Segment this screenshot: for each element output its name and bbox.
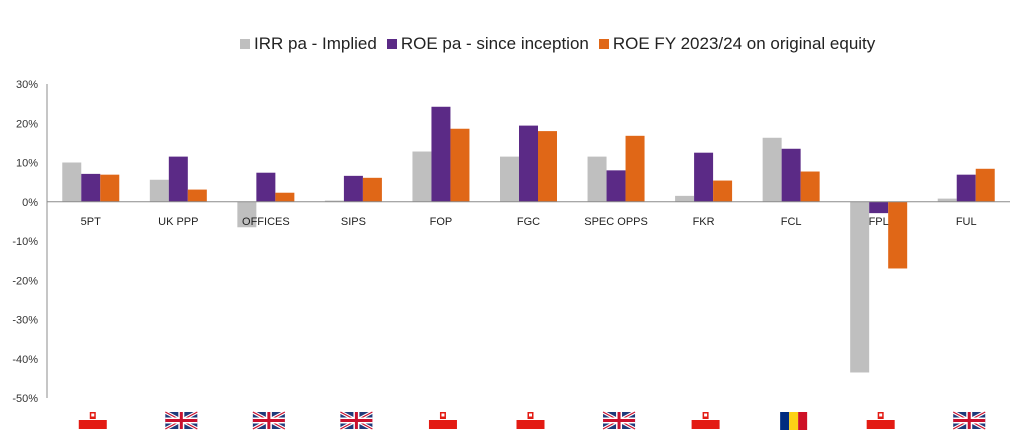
flag-romania-icon: [780, 412, 808, 430]
flag-eagle: [879, 413, 883, 417]
flag-poland-icon: [516, 412, 545, 429]
x-tick-label: FCL: [781, 216, 802, 228]
bar-roe-inception: [606, 170, 626, 202]
y-tick-label: -50%: [12, 393, 38, 405]
flag-eagle: [91, 413, 95, 417]
flag-red: [516, 420, 545, 429]
x-tick-label: FGC: [517, 216, 540, 228]
x-tick-label: UK PPP: [158, 216, 198, 228]
legend-item-roe-fy: ROE FY 2023/24 on original equity: [598, 34, 876, 54]
bar-roe-fy: [187, 189, 207, 202]
bar-roe-fy: [275, 192, 295, 202]
bar-roe-fy: [450, 128, 470, 202]
bar-roe-inception: [343, 175, 363, 202]
bar-roe-inception: [869, 201, 889, 214]
legend-label-roe-inception: ROE pa - since inception: [400, 34, 589, 53]
flag-eagle: [441, 413, 445, 417]
y-tick-label: 10%: [16, 158, 38, 170]
flag-uk-icon: [339, 410, 374, 431]
bar-roe-inception: [519, 125, 538, 202]
y-tick-label: 30%: [16, 79, 38, 91]
legend-swatch-roe-inception: [386, 39, 397, 49]
bar-roe-fy: [625, 135, 645, 202]
bar-roe-inception: [781, 148, 801, 202]
bar-roe-fy: [800, 171, 820, 202]
flag-blue: [780, 412, 790, 430]
bar-roe-fy: [713, 180, 733, 202]
flag-eagle: [529, 413, 532, 417]
bar-irr: [937, 198, 957, 202]
flag-cross-h-red: [252, 419, 285, 422]
bar-roe-fy: [888, 201, 908, 269]
bar-irr: [587, 156, 607, 202]
bar-irr: [62, 162, 82, 202]
flag-cross-h-red: [340, 419, 373, 422]
flag-red: [798, 412, 808, 430]
flag-red: [866, 420, 895, 429]
bar-irr: [675, 195, 695, 202]
flag-poland-icon: [78, 412, 107, 429]
flag-poland-icon: [866, 412, 895, 429]
bar-roe-inception: [256, 172, 276, 202]
flag-cross-h-red: [165, 419, 198, 422]
y-tick-label: 20%: [16, 118, 38, 130]
bar-irr: [237, 201, 257, 228]
bar-irr: [149, 179, 169, 202]
flag-uk-icon: [602, 410, 636, 431]
flag-red: [428, 420, 457, 429]
legend-label-irr: IRR pa - Implied: [254, 34, 377, 53]
flag-cross-h-red: [603, 419, 636, 422]
bar-roe-inception: [956, 174, 976, 202]
bar-roe-inception: [694, 152, 714, 202]
flag-poland-icon: [691, 412, 720, 429]
flag-uk-icon: [952, 410, 987, 431]
y-tick-label: 0%: [22, 197, 38, 209]
flag-uk-icon: [164, 410, 199, 431]
flag-poland-icon: [428, 412, 457, 429]
flag-cross-h-red: [953, 419, 986, 422]
bar-irr: [850, 201, 870, 373]
x-tick-label: FUL: [956, 216, 977, 228]
x-tick-label: FKR: [693, 216, 715, 228]
bar-roe-fy: [538, 131, 557, 202]
bar-roe-fy: [362, 177, 382, 202]
flag-red: [78, 420, 107, 429]
x-tick-label: FOP: [430, 216, 453, 228]
legend-item-roe-inception: ROE pa - since inception: [386, 34, 589, 54]
flag-uk-icon: [252, 410, 286, 431]
bar-roe-inception: [168, 156, 188, 202]
bar-irr: [324, 200, 344, 202]
x-tick-label: 5PT: [81, 216, 101, 228]
x-tick-label: FPL: [869, 216, 889, 228]
flag-red: [691, 420, 720, 429]
legend-swatch-irr: [240, 39, 250, 49]
x-tick-label: OFFICES: [242, 216, 290, 228]
legend: IRR pa - Implied ROE pa - since inceptio…: [240, 34, 875, 54]
y-tick-label: -20%: [12, 275, 38, 287]
flag-yellow: [789, 412, 799, 430]
x-tick-label: SPEC OPPS: [584, 216, 648, 228]
y-tick-label: -40%: [12, 354, 38, 366]
bar-irr: [762, 137, 782, 202]
y-tick-label: -10%: [12, 236, 38, 248]
bar-roe-inception: [431, 106, 451, 202]
bar-roe-inception: [81, 173, 101, 202]
legend-label-roe-fy: ROE FY 2023/24 on original equity: [612, 34, 876, 53]
legend-item-irr: IRR pa - Implied: [240, 34, 377, 54]
bar-roe-fy: [100, 174, 120, 202]
y-tick-label: -30%: [12, 315, 38, 327]
x-tick-label: SIPS: [341, 216, 366, 228]
bar-irr: [500, 156, 519, 202]
flag-eagle: [704, 413, 708, 417]
legend-swatch-roe-fy: [598, 39, 609, 49]
bar-roe-fy: [975, 168, 995, 202]
bar-irr: [412, 151, 432, 202]
